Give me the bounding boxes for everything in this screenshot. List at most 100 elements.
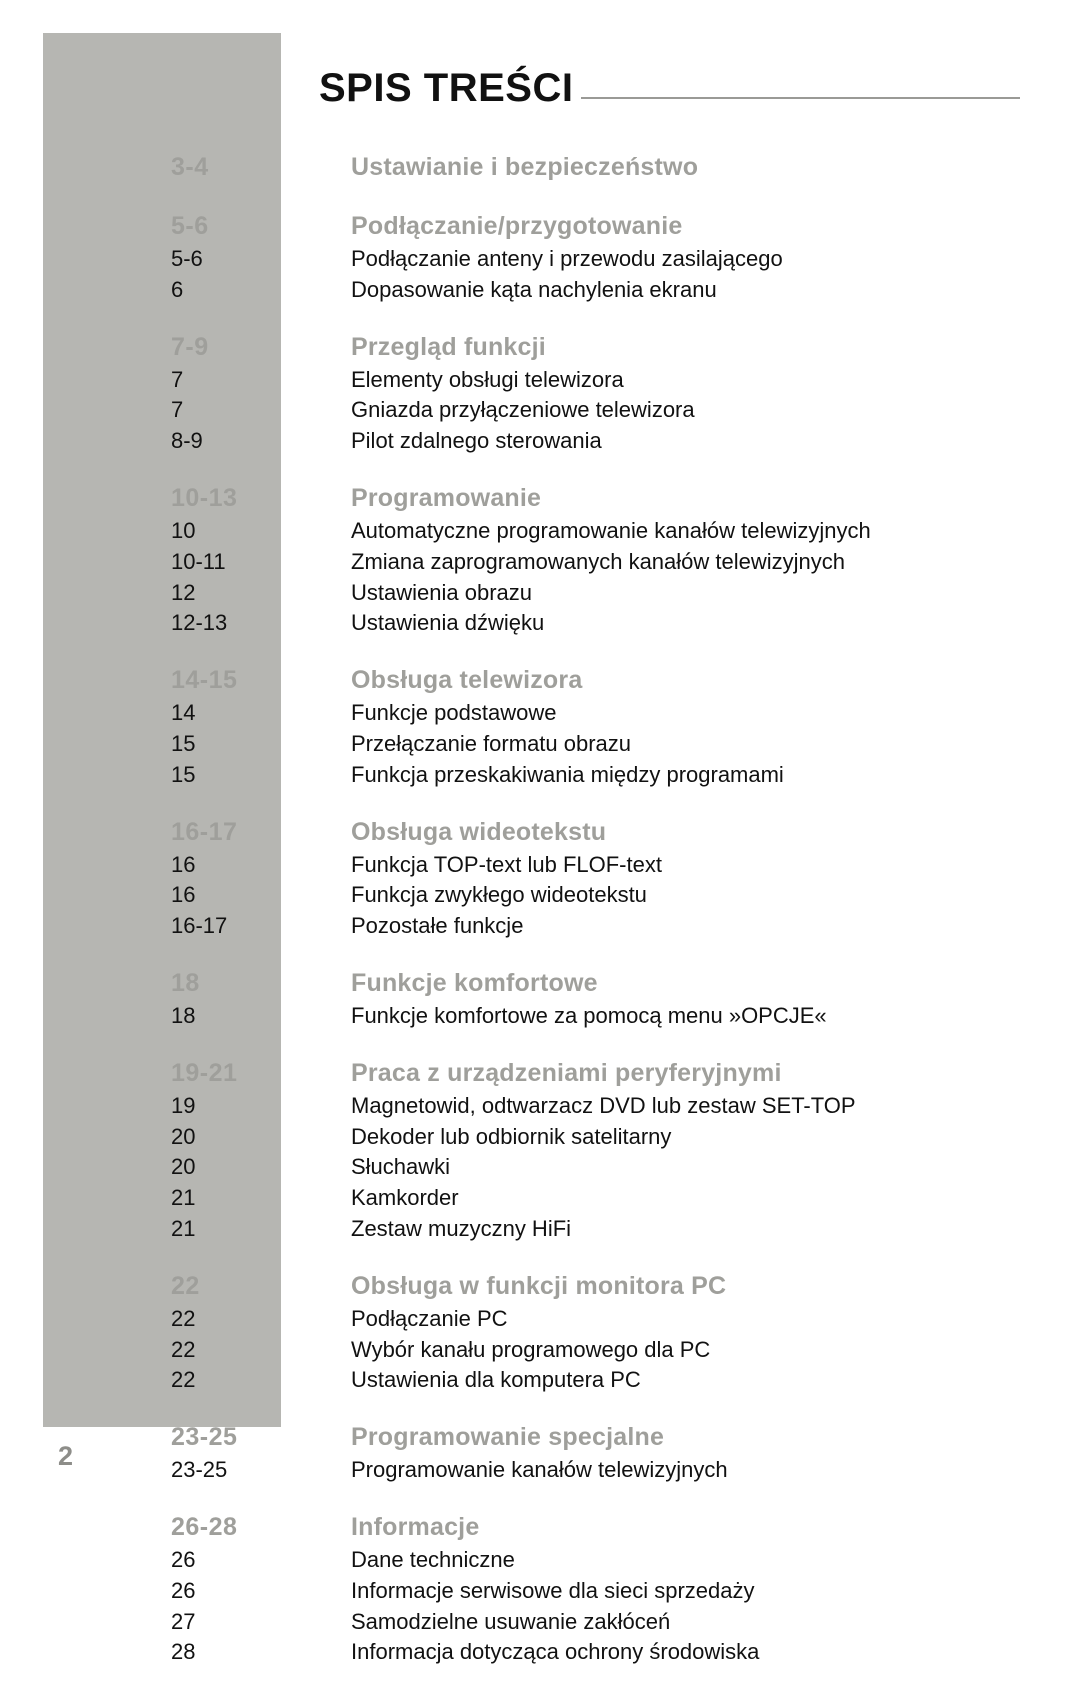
toc-sub-row: 16Funkcja TOP-text lub FLOF-text <box>171 850 1020 881</box>
toc-sub-row: 26Dane techniczne <box>171 1545 1020 1576</box>
toc-section-heading-row: 26-28Informacje <box>171 1510 1020 1545</box>
toc-sub-pages: 12-13 <box>171 608 351 639</box>
toc-section: 5-6Podłączanie/przygotowanie5-6Podłączan… <box>171 209 1020 306</box>
toc-sub-title: Podłączanie anteny i przewodu zasilające… <box>351 244 1020 275</box>
toc-sub-row: 28Informacja dotycząca ochrony środowisk… <box>171 1637 1020 1668</box>
toc-sub-pages: 22 <box>171 1304 351 1335</box>
toc-section-heading-row: 16-17Obsługa wideotekstu <box>171 815 1020 850</box>
toc-sub-pages: 18 <box>171 1001 351 1032</box>
toc-section-title: Przegląd funkcji <box>351 330 1020 365</box>
toc-sub-row: 16-17Pozostałe funkcje <box>171 911 1020 942</box>
toc-section-pages: 3-4 <box>171 150 351 185</box>
toc-sub-row: 12-13Ustawienia dźwięku <box>171 608 1020 639</box>
toc-section-heading-row: 5-6Podłączanie/przygotowanie <box>171 209 1020 244</box>
toc-sub-title: Kamkorder <box>351 1183 1020 1214</box>
toc-sub-title: Słuchawki <box>351 1152 1020 1183</box>
toc-sub-pages: 20 <box>171 1122 351 1153</box>
toc-sub-title: Funkcje komfortowe za pomocą menu »OPCJE… <box>351 1001 1020 1032</box>
toc-sub-row: 22Wybór kanału programowego dla PC <box>171 1335 1020 1366</box>
toc-sub-row: 18Funkcje komfortowe za pomocą menu »OPC… <box>171 1001 1020 1032</box>
toc-sub-row: 8-9Pilot zdalnego sterowania <box>171 426 1020 457</box>
toc-sub-title: Elementy obsługi telewizora <box>351 365 1020 396</box>
toc-sub-row: 7Elementy obsługi telewizora <box>171 365 1020 396</box>
toc-sub-pages: 16 <box>171 850 351 881</box>
toc-section-heading-row: 10-13Programowanie <box>171 481 1020 516</box>
toc-section-title: Funkcje komfortowe <box>351 966 1020 1001</box>
toc-sub-title: Funkcja TOP-text lub FLOF-text <box>351 850 1020 881</box>
toc-sub-pages: 7 <box>171 395 351 426</box>
toc-section-title: Obsługa wideotekstu <box>351 815 1020 850</box>
toc-sub-pages: 6 <box>171 275 351 306</box>
toc-section-pages: 14-15 <box>171 663 351 698</box>
toc-sub-pages: 5-6 <box>171 244 351 275</box>
toc-section-title: Obsługa w funkcji monitora PC <box>351 1269 1020 1304</box>
toc-sub-row: 12Ustawienia obrazu <box>171 578 1020 609</box>
toc-sub-row: 21Zestaw muzyczny HiFi <box>171 1214 1020 1245</box>
toc-sub-row: 5-6Podłączanie anteny i przewodu zasilaj… <box>171 244 1020 275</box>
toc-sub-row: 16Funkcja zwykłego wideotekstu <box>171 880 1020 911</box>
toc-section-title: Programowanie <box>351 481 1020 516</box>
toc-sub-title: Ustawienia obrazu <box>351 578 1020 609</box>
toc-sub-row: 26Informacje serwisowe dla sieci sprzeda… <box>171 1576 1020 1607</box>
toc-section-pages: 26-28 <box>171 1510 351 1545</box>
toc-section: 19-21Praca z urządzeniami peryferyjnymi1… <box>171 1056 1020 1245</box>
toc-sub-row: 21Kamkorder <box>171 1183 1020 1214</box>
toc-sub-title: Informacje serwisowe dla sieci sprzedaży <box>351 1576 1020 1607</box>
toc-sub-title: Ustawienia dźwięku <box>351 608 1020 639</box>
toc-section-title: Podłączanie/przygotowanie <box>351 209 1020 244</box>
toc-sub-title: Magnetowid, odtwarzacz DVD lub zestaw SE… <box>351 1091 1020 1122</box>
toc-sub-pages: 26 <box>171 1576 351 1607</box>
toc-section-heading-row: 14-15Obsługa telewizora <box>171 663 1020 698</box>
toc-sub-row: 15Funkcja przeskakiwania między programa… <box>171 760 1020 791</box>
toc-sub-pages: 22 <box>171 1335 351 1366</box>
toc-sub-pages: 12 <box>171 578 351 609</box>
toc-sub-title: Funkcje podstawowe <box>351 698 1020 729</box>
toc-sub-pages: 15 <box>171 729 351 760</box>
toc-sub-row: 19Magnetowid, odtwarzacz DVD lub zestaw … <box>171 1091 1020 1122</box>
toc-sub-pages: 19 <box>171 1091 351 1122</box>
toc-sub-title: Funkcja zwykłego wideotekstu <box>351 880 1020 911</box>
toc-sub-title: Wybór kanału programowego dla PC <box>351 1335 1020 1366</box>
toc-sub-title: Dekoder lub odbiornik satelitarny <box>351 1122 1020 1153</box>
toc-section-pages: 10-13 <box>171 481 351 516</box>
toc-sub-title: Programowanie kanałów telewizyjnych <box>351 1455 1020 1486</box>
toc-section-pages: 19-21 <box>171 1056 351 1091</box>
toc-section: 26-28Informacje26Dane techniczne26Inform… <box>171 1510 1020 1668</box>
toc-section-title: Praca z urządzeniami peryferyjnymi <box>351 1056 1020 1091</box>
table-of-contents: 3-4Ustawianie i bezpieczeństwo5-6Podłącz… <box>171 150 1020 1692</box>
toc-section: 10-13Programowanie10Automatyczne program… <box>171 481 1020 639</box>
toc-sub-row: 27Samodzielne usuwanie zakłóceń <box>171 1607 1020 1638</box>
toc-section-title: Ustawianie i bezpieczeństwo <box>351 150 1020 185</box>
title-rule <box>581 97 1020 99</box>
toc-sub-pages: 10 <box>171 516 351 547</box>
toc-section-heading-row: 22Obsługa w funkcji monitora PC <box>171 1269 1020 1304</box>
toc-sub-title: Zmiana zaprogramowanych kanałów telewizy… <box>351 547 1020 578</box>
toc-section: 14-15Obsługa telewizora14Funkcje podstaw… <box>171 663 1020 790</box>
toc-sub-title: Gniazda przyłączeniowe telewizora <box>351 395 1020 426</box>
toc-sub-pages: 14 <box>171 698 351 729</box>
toc-sub-pages: 26 <box>171 1545 351 1576</box>
toc-sub-row: 20Dekoder lub odbiornik satelitarny <box>171 1122 1020 1153</box>
toc-sub-title: Dane techniczne <box>351 1545 1020 1576</box>
toc-sub-row: 14Funkcje podstawowe <box>171 698 1020 729</box>
toc-sub-pages: 16 <box>171 880 351 911</box>
toc-section: 22Obsługa w funkcji monitora PC22Podłącz… <box>171 1269 1020 1396</box>
toc-sub-pages: 20 <box>171 1152 351 1183</box>
toc-section-pages: 23-25 <box>171 1420 351 1455</box>
toc-sub-row: 6Dopasowanie kąta nachylenia ekranu <box>171 275 1020 306</box>
toc-section-title: Programowanie specjalne <box>351 1420 1020 1455</box>
toc-sub-pages: 16-17 <box>171 911 351 942</box>
toc-section: 23-25Programowanie specjalne23-25Program… <box>171 1420 1020 1486</box>
toc-section-pages: 22 <box>171 1269 351 1304</box>
toc-sub-title: Przełączanie formatu obrazu <box>351 729 1020 760</box>
toc-sub-row: 20Słuchawki <box>171 1152 1020 1183</box>
toc-sub-row: 15Przełączanie formatu obrazu <box>171 729 1020 760</box>
toc-sub-row: 7Gniazda przyłączeniowe telewizora <box>171 395 1020 426</box>
toc-sub-row: 22Podłączanie PC <box>171 1304 1020 1335</box>
toc-sub-title: Pilot zdalnego sterowania <box>351 426 1020 457</box>
toc-sub-row: 22Ustawienia dla komputera PC <box>171 1365 1020 1396</box>
toc-section-pages: 16-17 <box>171 815 351 850</box>
toc-sub-title: Samodzielne usuwanie zakłóceń <box>351 1607 1020 1638</box>
toc-sub-pages: 7 <box>171 365 351 396</box>
toc-section-pages: 5-6 <box>171 209 351 244</box>
